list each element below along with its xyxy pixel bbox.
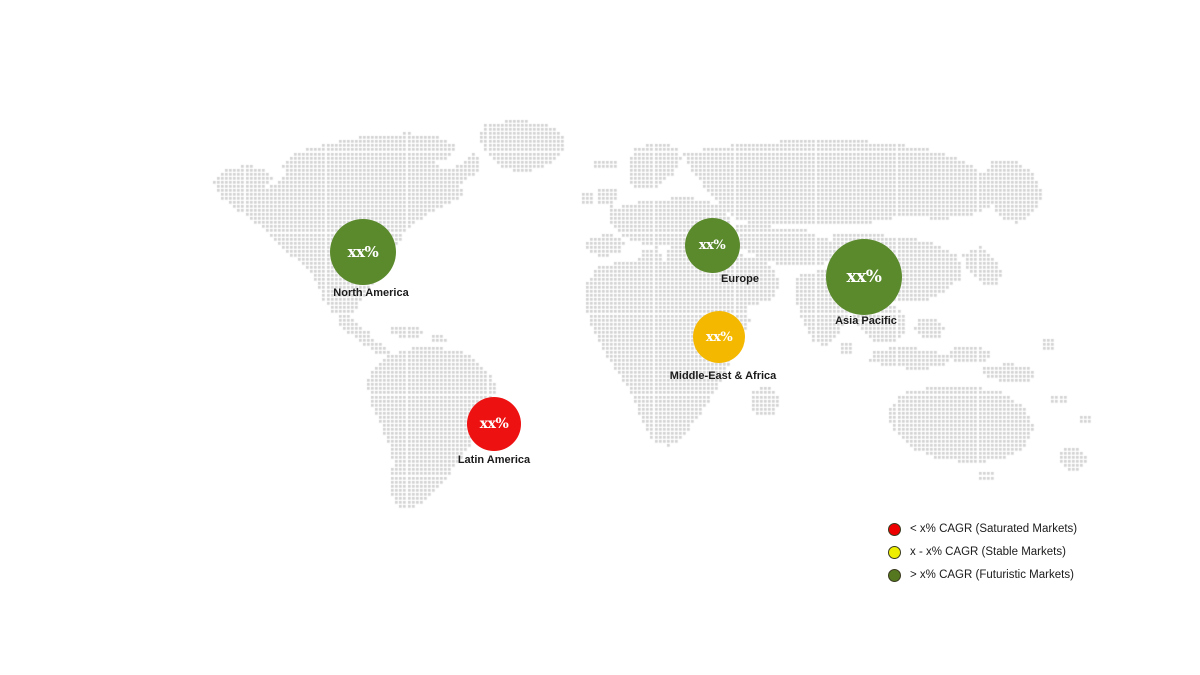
region-label-latin-america: Latin America bbox=[457, 454, 531, 466]
legend-label: x - x% CAGR (Stable Markets) bbox=[910, 546, 1066, 558]
legend-label: > x% CAGR (Futuristic Markets) bbox=[910, 569, 1074, 581]
region-label-europe: Europe bbox=[721, 273, 759, 285]
region-label-north-america: North America bbox=[333, 287, 409, 299]
region-value-europe: xx% bbox=[698, 237, 726, 253]
region-value-asia-pacific: xx% bbox=[846, 266, 882, 287]
region-label-asia-pacific: Asia Pacific bbox=[835, 315, 897, 327]
region-bubble-north-america[interactable]: xx% bbox=[330, 219, 396, 285]
legend-dot-icon bbox=[888, 522, 901, 536]
legend-item-stable-markets: x - x% CAGR (Stable Markets) bbox=[888, 541, 1077, 563]
legend-label: < x% CAGR (Saturated Markets) bbox=[910, 523, 1078, 535]
legend-dot-icon bbox=[888, 545, 901, 559]
region-label-middle-east-africa: Middle-East & Africa bbox=[669, 370, 777, 382]
region-bubble-middle-east-africa[interactable]: xx% bbox=[693, 311, 745, 363]
legend-item-saturated-markets: < x% CAGR (Saturated Markets) bbox=[888, 518, 1077, 540]
region-value-latin-america: xx% bbox=[479, 416, 509, 432]
region-bubble-asia-pacific[interactable]: xx% bbox=[826, 239, 902, 315]
region-bubble-europe[interactable]: xx% bbox=[684, 217, 740, 273]
legend: < x% CAGR (Saturated Markets) x - x% CAGR… bbox=[888, 518, 1077, 587]
region-bubble-latin-america[interactable]: xx% bbox=[467, 397, 521, 451]
legend-item-futuristic-markets: > x% CAGR (Futuristic Markets) bbox=[888, 564, 1077, 586]
region-value-north-america: xx% bbox=[347, 242, 379, 261]
region-value-middle-east-africa: xx% bbox=[705, 329, 733, 345]
legend-dot-icon bbox=[888, 568, 901, 582]
